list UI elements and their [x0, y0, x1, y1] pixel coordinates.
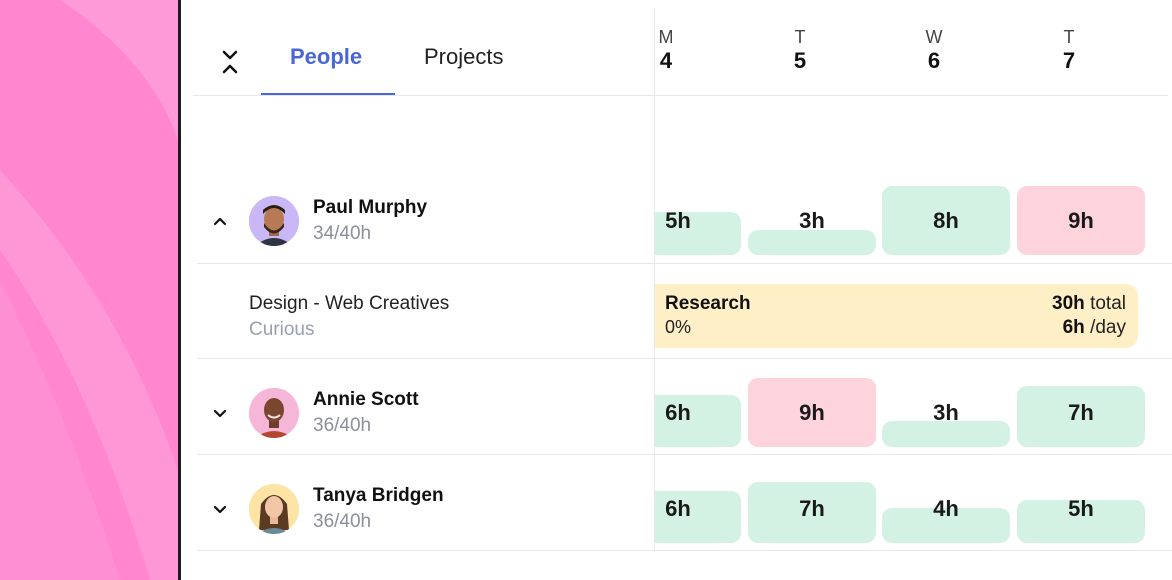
- header-divider: [193, 95, 1168, 96]
- day-header-mon: M 4: [651, 26, 681, 74]
- day-hours: 8h: [933, 208, 959, 233]
- person-hours: 36/40h: [313, 511, 372, 532]
- avatar: [249, 484, 299, 534]
- day-header-tue: T 5: [785, 26, 815, 74]
- task-name: Research: [665, 293, 751, 314]
- avatar: [249, 388, 299, 438]
- day-hours: 6h: [665, 496, 691, 521]
- total-hours-suffix: total: [1090, 293, 1126, 314]
- day-hours: 5h: [665, 208, 691, 233]
- daily-hours-suffix: /day: [1090, 317, 1126, 338]
- day-hours: 5h: [1068, 496, 1094, 521]
- task-total-hours: 30h total: [1052, 293, 1126, 315]
- day-of-week: W: [925, 27, 943, 47]
- day-hours: 3h: [799, 208, 825, 233]
- row-divider: [197, 358, 1172, 359]
- day-cell[interactable]: [748, 230, 876, 255]
- day-cell[interactable]: [655, 212, 741, 255]
- day-of-week: M: [658, 27, 674, 47]
- client-name: Curious: [249, 319, 315, 340]
- active-tab-indicator: [261, 93, 395, 96]
- day-cell[interactable]: [882, 508, 1010, 543]
- day-hours: 3h: [933, 400, 959, 425]
- person-name[interactable]: Paul Murphy: [313, 197, 428, 218]
- tab-projects[interactable]: Projects: [424, 44, 504, 69]
- row-divider: [197, 454, 1172, 455]
- day-header-thu: T 7: [1054, 26, 1084, 74]
- daily-hours-value: 6h: [1062, 317, 1085, 338]
- day-hours: 6h: [665, 400, 691, 425]
- total-hours-value: 30h: [1052, 293, 1085, 314]
- task-progress: 0%: [665, 317, 692, 337]
- expand-row-chevron-down-icon[interactable]: [211, 404, 229, 422]
- day-cell[interactable]: [655, 491, 741, 543]
- day-cell[interactable]: [1017, 500, 1145, 543]
- avatar: [249, 196, 299, 246]
- row-divider: [197, 550, 1172, 551]
- day-cell[interactable]: [1017, 386, 1145, 447]
- day-cell[interactable]: [655, 395, 741, 447]
- person-name[interactable]: Tanya Bridgen: [313, 485, 444, 506]
- day-cell[interactable]: [748, 482, 876, 543]
- schedule-app: People Projects M 4 T 5 W 6 T 7 Paul Mur…: [181, 0, 1172, 580]
- day-number: 5: [793, 48, 807, 73]
- day-hours: 9h: [1068, 208, 1094, 233]
- decorative-background: [0, 0, 178, 580]
- day-cell[interactable]: [882, 421, 1010, 447]
- day-header-wed: W 6: [919, 26, 949, 74]
- day-number: 7: [1062, 48, 1076, 73]
- day-number: 6: [927, 48, 941, 73]
- panel-divider: [178, 0, 181, 580]
- day-of-week: T: [794, 27, 806, 47]
- day-number: 4: [659, 48, 673, 73]
- task-daily-hours: 6h /day: [1063, 317, 1126, 339]
- day-hours: 9h: [799, 400, 825, 425]
- project-name[interactable]: Design - Web Creatives: [249, 293, 450, 314]
- day-of-week: T: [1063, 27, 1075, 47]
- person-hours: 34/40h: [313, 223, 372, 244]
- day-cell[interactable]: [1017, 186, 1145, 255]
- collapse-all-icon[interactable]: [219, 48, 241, 76]
- expand-row-chevron-down-icon[interactable]: [211, 500, 229, 518]
- person-name[interactable]: Annie Scott: [313, 389, 419, 410]
- day-cell[interactable]: [882, 186, 1010, 255]
- person-hours: 36/40h: [313, 415, 372, 436]
- day-hours: 7h: [799, 496, 825, 521]
- row-divider: [197, 263, 1172, 264]
- grid-divider: [654, 8, 655, 550]
- collapse-row-chevron-up-icon[interactable]: [211, 212, 229, 230]
- tab-people[interactable]: People: [290, 44, 363, 69]
- assignment-bar[interactable]: Research 0% 30h total 6h /day: [655, 284, 1138, 348]
- day-hours: 4h: [933, 496, 959, 521]
- day-cell[interactable]: [748, 378, 876, 447]
- day-hours: 7h: [1068, 400, 1094, 425]
